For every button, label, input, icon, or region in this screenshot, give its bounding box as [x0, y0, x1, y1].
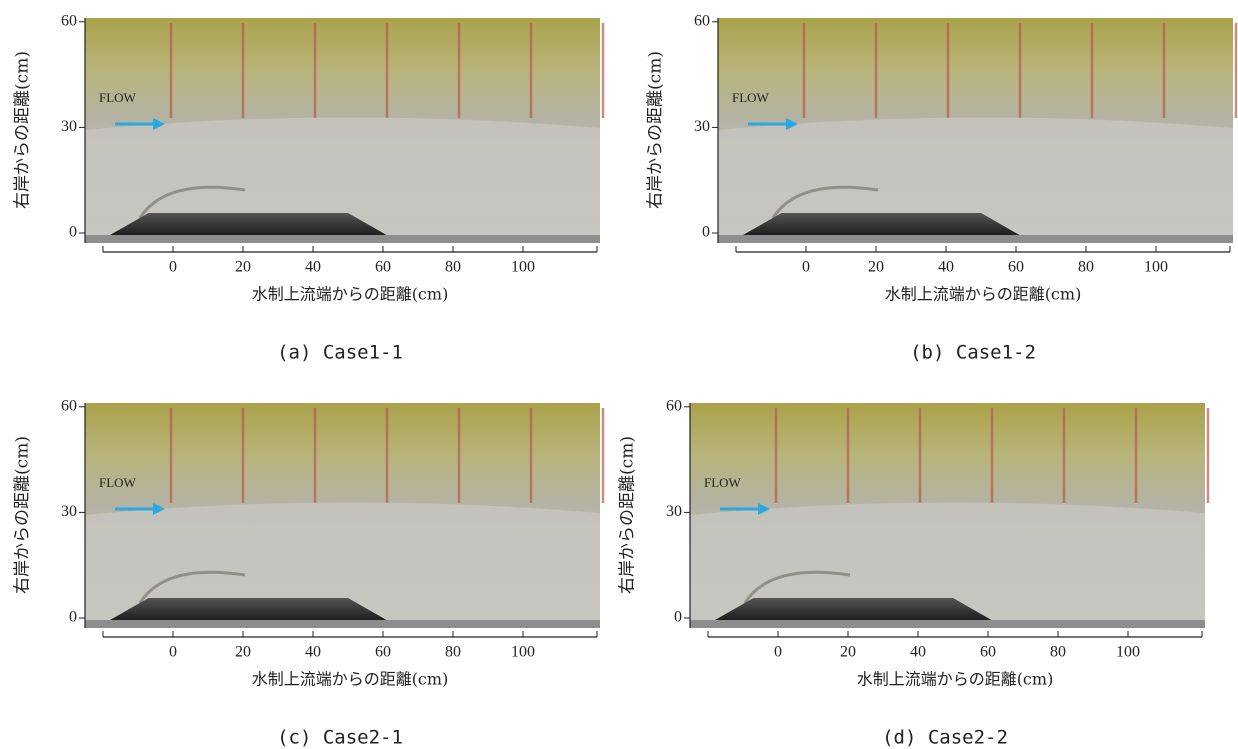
y-tick-label: 30	[694, 118, 710, 135]
flow-label: FLOW	[732, 90, 770, 105]
x-tick-label: 0	[774, 644, 782, 661]
x-tick-label: 100	[511, 259, 535, 276]
y-axis-label: 右岸からの距離(cm)	[618, 436, 638, 594]
page: {"panels": [ {"caption": "(a) Case1-1", …	[0, 0, 1238, 749]
caption: (a) Case1-1	[277, 342, 403, 364]
flow-label: FLOW	[99, 90, 137, 105]
x-tick-label: 20	[840, 644, 856, 661]
x-tick-label: 40	[305, 644, 321, 661]
x-tick-label: 80	[445, 259, 461, 276]
y-tick-label: 60	[61, 397, 77, 414]
x-axis-label: 水制上流端からの距離(cm)	[252, 670, 449, 689]
panel: FLOW 0 30 60 右岸からの距離(cm) 0 20 40 60 80 100 水制上流端からの…	[646, 12, 1237, 363]
y-tick-label: 0	[674, 609, 682, 626]
x-axis-label: 水制上流端からの距離(cm)	[885, 285, 1082, 304]
y-axis-label: 右岸からの距離(cm)	[13, 436, 33, 594]
caption: (c) Case2-1	[277, 727, 403, 749]
x-tick-label: 80	[1050, 644, 1066, 661]
x-axis-label: 水制上流端からの距離(cm)	[857, 670, 1054, 689]
y-tick-label: 30	[61, 118, 77, 135]
y-tick-label: 30	[61, 503, 77, 520]
y-axis-label: 右岸からの距離(cm)	[646, 51, 666, 209]
x-tick-label: 0	[169, 259, 177, 276]
caption: (d) Case2-2	[882, 727, 1008, 749]
x-tick-label: 80	[445, 644, 461, 661]
x-tick-label: 100	[1144, 259, 1168, 276]
x-tick-label: 40	[305, 259, 321, 276]
x-tick-label: 100	[511, 644, 535, 661]
y-tick-label: 0	[69, 609, 77, 626]
x-tick-label: 40	[938, 259, 954, 276]
x-tick-label: 20	[235, 644, 251, 661]
x-axis-label: 水制上流端からの距離(cm)	[252, 285, 449, 304]
x-tick-label: 60	[375, 259, 391, 276]
flow-label: FLOW	[99, 475, 137, 490]
x-tick-label: 40	[910, 644, 926, 661]
x-tick-label: 20	[235, 259, 251, 276]
x-tick-label: 60	[375, 644, 391, 661]
x-tick-label: 0	[169, 644, 177, 661]
y-tick-label: 0	[702, 224, 710, 241]
y-axis-label: 右岸からの距離(cm)	[13, 51, 33, 209]
x-tick-label: 20	[868, 259, 884, 276]
y-tick-label: 0	[69, 224, 77, 241]
channel-edge	[85, 620, 600, 628]
panel: FLOW 0 30 60 右岸からの距離(cm) 0 20 40 60 80 100 水制上流端からの…	[13, 397, 604, 748]
y-tick-label: 30	[666, 503, 682, 520]
x-tick-label: 80	[1078, 259, 1094, 276]
y-tick-label: 60	[666, 397, 682, 414]
channel-edge	[718, 235, 1233, 243]
figure: FLOW 0 30 60 右岸からの距離(cm) 0 20 40 60 80 100 水制上流端からの…	[0, 0, 1238, 749]
channel-edge	[85, 235, 600, 243]
x-tick-label: 60	[980, 644, 996, 661]
caption: (b) Case1-2	[910, 342, 1036, 364]
channel-edge	[690, 620, 1205, 628]
x-tick-label: 100	[1116, 644, 1140, 661]
panel: FLOW 0 30 60 右岸からの距離(cm) 0 20 40 60 80 100 水制上流端からの…	[618, 397, 1209, 748]
y-tick-label: 60	[61, 12, 77, 29]
x-tick-label: 0	[802, 259, 810, 276]
flow-label: FLOW	[704, 475, 742, 490]
y-tick-label: 60	[694, 12, 710, 29]
panel: FLOW 0 30 60 右岸からの距離(cm) 0 20 40 60 80 100 水制上流端からの…	[13, 12, 604, 363]
x-tick-label: 60	[1008, 259, 1024, 276]
